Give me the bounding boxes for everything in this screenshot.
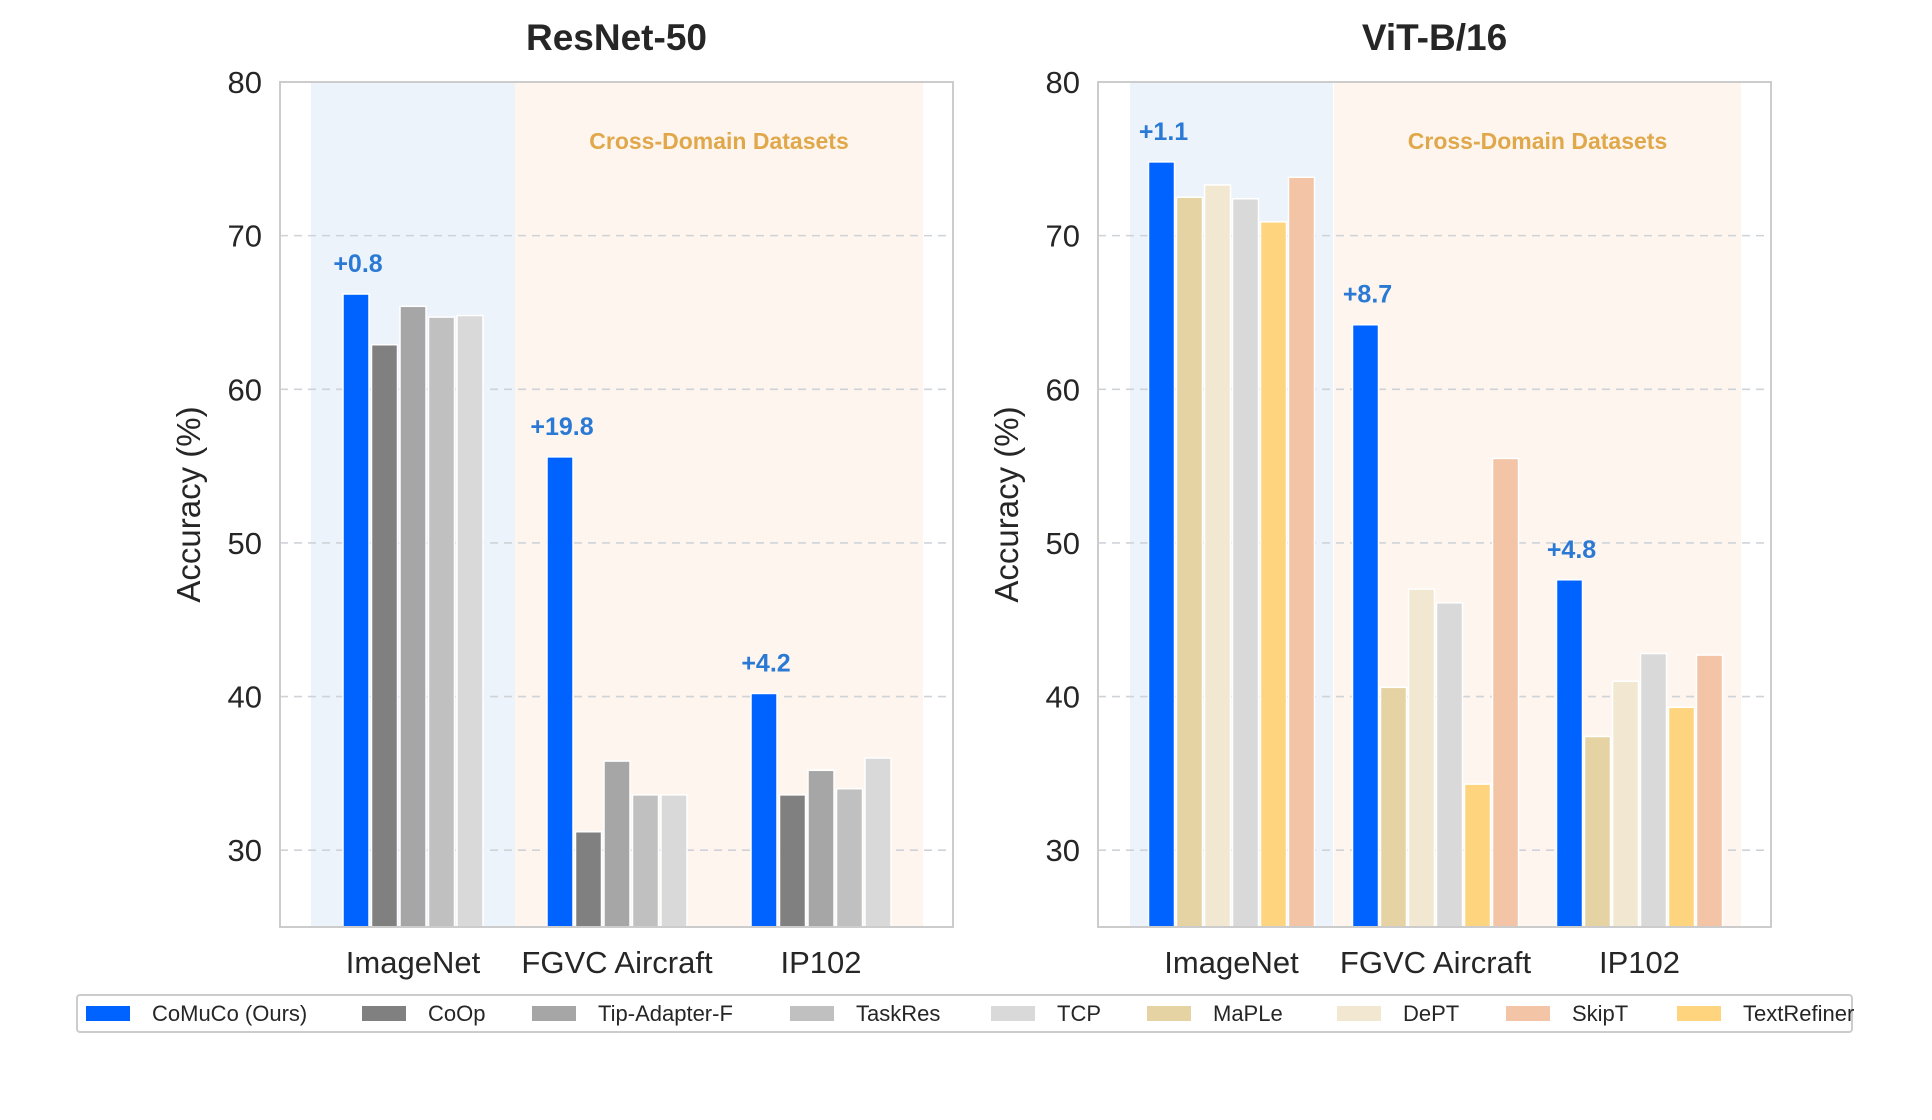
cross-domain-region [515, 82, 923, 927]
legend-label: DePT [1403, 1000, 1460, 1026]
x-tick-label: IP102 [780, 945, 861, 980]
legend-swatch [790, 1006, 834, 1021]
y-axis-label: Accuracy (%) [170, 406, 207, 602]
bar-tcp [1435, 602, 1464, 928]
bar-dept [1611, 680, 1640, 928]
legend-swatch [991, 1006, 1035, 1021]
bar-taskres [835, 787, 864, 928]
bar-skipt [1491, 457, 1520, 928]
y-tick-label: 50 [1046, 526, 1080, 561]
bar-coop [778, 794, 807, 928]
bar-dept [1203, 184, 1232, 928]
bar-tip-adapter-f [807, 769, 835, 928]
legend-item: Tip-Adapter-F [532, 996, 733, 1031]
y-tick-label: 70 [1046, 219, 1080, 254]
legend-label: TextRefiner [1743, 1000, 1855, 1026]
legend-item: TCP [991, 996, 1101, 1031]
bar-comuco-ours- [1555, 579, 1584, 928]
legend-swatch [1677, 1006, 1721, 1021]
bar-tcp [456, 314, 484, 928]
bar-tip-adapter-f [399, 305, 427, 928]
legend-label: SkipT [1572, 1000, 1629, 1026]
legend-swatch [362, 1006, 406, 1021]
bar-tcp [660, 794, 688, 928]
bar-tcp [1639, 652, 1668, 928]
legend-item: TaskRes [790, 996, 940, 1031]
y-tick-label: 70 [228, 219, 262, 254]
bar-comuco-ours- [1351, 323, 1380, 928]
bar-skipt [1695, 654, 1724, 928]
bar-coop [370, 343, 399, 928]
y-tick-label: 40 [1046, 680, 1080, 715]
bar-maple [1175, 196, 1204, 928]
legend-swatch [1147, 1006, 1191, 1021]
y-tick-label: 80 [1046, 65, 1080, 100]
legend-label: TaskRes [856, 1000, 941, 1026]
chart-title: ViT-B/16 [1362, 17, 1507, 58]
bar-tcp [864, 757, 892, 928]
bar-textrefiner [1463, 783, 1492, 928]
y-tick-label: 60 [1046, 372, 1080, 407]
legend-label: CoOp [428, 1000, 486, 1026]
bar-comuco-ours- [342, 293, 370, 928]
plot-frame [279, 81, 954, 928]
gain-annotation: +4.2 [741, 649, 790, 677]
gain-annotation: +4.8 [1547, 536, 1596, 564]
bar-taskres [631, 794, 660, 928]
plot-frame [1097, 81, 1772, 928]
gain-annotation: +1.1 [1139, 118, 1188, 146]
bar-comuco-ours- [1147, 161, 1176, 928]
legend-label: CoMuCo (Ours) [152, 1000, 308, 1026]
y-tick-label: 60 [228, 372, 262, 407]
legend-item: TextRefiner [1677, 996, 1854, 1031]
bar-coop [574, 830, 603, 928]
legend-item: CoMuCo (Ours) [86, 996, 307, 1031]
bar-maple [1379, 686, 1408, 928]
x-tick-label: FGVC Aircraft [1340, 945, 1532, 980]
x-tick-label: IP102 [1599, 945, 1680, 980]
legend-item: DePT [1337, 996, 1459, 1031]
bar-textrefiner [1667, 706, 1696, 928]
legend-item: MaPLe [1147, 996, 1283, 1031]
y-tick-label: 50 [228, 526, 262, 561]
legend: CoMuCo (Ours) CoOp Tip-Adapter-F TaskRes TCP… [76, 994, 1854, 1033]
x-tick-label: FGVC Aircraft [521, 945, 713, 980]
bar-comuco-ours- [546, 456, 574, 928]
cross-domain-label: Cross-Domain Datasets [589, 128, 848, 154]
chart-panel-vit: 30 40 50 60 70 80 Cross-Domain Datasets +1.1 Ima… [988, 17, 1772, 980]
y-tick-label: 30 [1046, 833, 1080, 868]
legend-swatch [1337, 1006, 1381, 1021]
x-tick-label: ImageNet [346, 945, 481, 980]
bar-tip-adapter-f [603, 760, 631, 928]
legend-item: SkipT [1506, 996, 1628, 1031]
legend-swatch [1506, 1006, 1550, 1021]
bar-comuco-ours- [750, 692, 778, 928]
legend-item: CoOp [362, 996, 485, 1031]
y-tick-label: 30 [228, 833, 262, 868]
x-tick-label: ImageNet [1164, 945, 1299, 980]
gain-annotation: +0.8 [333, 250, 382, 278]
bar-taskres [427, 316, 456, 928]
legend-swatch [86, 1006, 130, 1021]
legend-swatch [532, 1006, 576, 1021]
bar-dept [1407, 588, 1436, 928]
gain-annotation: +8.7 [1343, 281, 1392, 309]
bar-tcp [1231, 198, 1260, 928]
bar-maple [1583, 735, 1612, 928]
y-tick-label: 80 [228, 65, 262, 100]
legend-label: TCP [1057, 1000, 1101, 1026]
y-axis-label: Accuracy (%) [988, 406, 1025, 602]
chart-panel-resnet: 30 40 50 60 70 80 Cross-Domain Datasets +0.8 Ima… [170, 17, 954, 980]
gain-annotation: +19.8 [530, 413, 593, 441]
legend-label: MaPLe [1213, 1000, 1283, 1026]
cross-domain-label: Cross-Domain Datasets [1408, 128, 1667, 154]
legend-label: Tip-Adapter-F [598, 1000, 733, 1026]
y-tick-label: 40 [228, 680, 262, 715]
bar-skipt [1287, 176, 1316, 928]
chart-title: ResNet-50 [526, 17, 707, 58]
bar-textrefiner [1259, 221, 1288, 928]
